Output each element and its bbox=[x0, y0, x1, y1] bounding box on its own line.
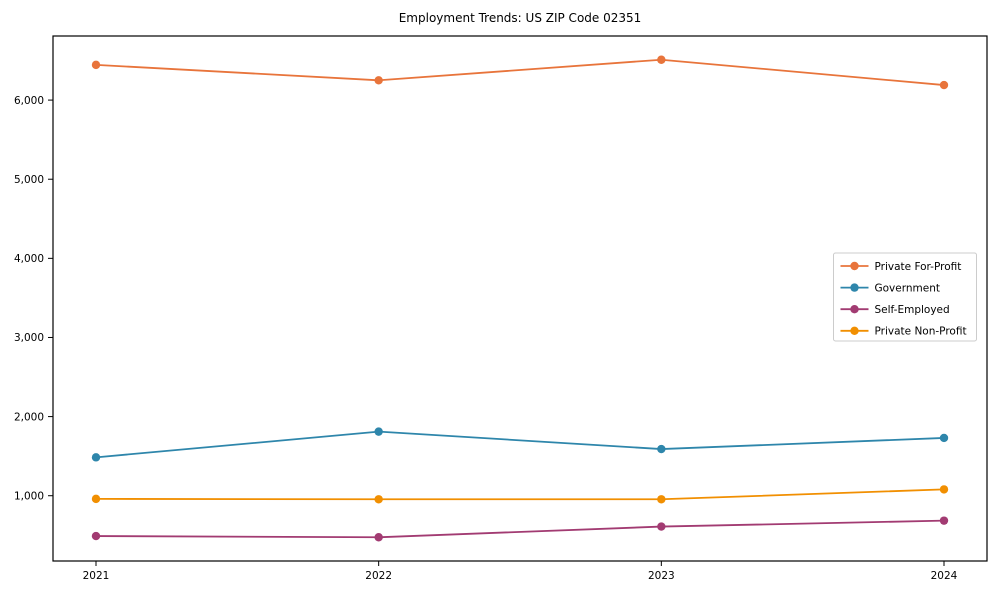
data-point-marker bbox=[91, 494, 101, 504]
data-point-marker bbox=[374, 76, 383, 85]
legend-label: Private For-Profit bbox=[875, 261, 962, 273]
legend-marker bbox=[850, 326, 859, 335]
y-tick-label: 6,000 bbox=[14, 95, 44, 107]
y-tick-label: 4,000 bbox=[14, 253, 44, 265]
legend-box bbox=[833, 252, 977, 342]
data-point-marker bbox=[657, 522, 666, 531]
series-line bbox=[95, 58, 945, 86]
plot-frame bbox=[52, 35, 988, 562]
series-line bbox=[95, 488, 945, 501]
data-point-marker bbox=[91, 60, 101, 70]
data-point-marker bbox=[657, 55, 666, 64]
plot-area: 1,000 2,000 3,000 4,000 5,000 6,000 2021 2022 20… bbox=[14, 35, 988, 582]
data-point-marker bbox=[374, 533, 383, 542]
legend-label: Self-Employed bbox=[875, 304, 950, 316]
data-point-marker bbox=[939, 433, 949, 443]
legend-marker bbox=[850, 283, 859, 292]
x-tick-label: 2021 bbox=[83, 570, 110, 582]
series-line bbox=[95, 430, 945, 459]
data-point-marker bbox=[91, 453, 101, 462]
data-point-marker bbox=[657, 444, 666, 454]
data-point-marker bbox=[374, 495, 383, 504]
data-point-marker bbox=[657, 495, 666, 504]
data-point-marker bbox=[939, 80, 949, 90]
x-tick-label: 2022 bbox=[365, 570, 392, 582]
x-tick-label: 2023 bbox=[648, 570, 675, 582]
y-tick-label: 3,000 bbox=[14, 332, 44, 344]
legend-label: Government bbox=[875, 282, 940, 294]
data-point-marker bbox=[939, 485, 949, 494]
x-tick-label: 2024 bbox=[931, 570, 958, 582]
data-point-marker bbox=[374, 427, 383, 436]
data-point-marker bbox=[939, 516, 949, 525]
y-tick-label: 5,000 bbox=[14, 174, 44, 186]
legend: Private For-Profit Government Self-Employe… bbox=[833, 252, 977, 342]
series-line bbox=[95, 519, 945, 539]
y-tick-label: 2,000 bbox=[14, 411, 44, 423]
data-point-marker bbox=[91, 531, 101, 541]
legend-marker bbox=[850, 261, 859, 271]
y-tick-label: 1,000 bbox=[14, 490, 44, 502]
legend-label: Private Non-Profit bbox=[875, 326, 967, 338]
chart-title: Employment Trends: US ZIP Code 02351 bbox=[399, 11, 642, 25]
legend-marker bbox=[850, 305, 859, 314]
